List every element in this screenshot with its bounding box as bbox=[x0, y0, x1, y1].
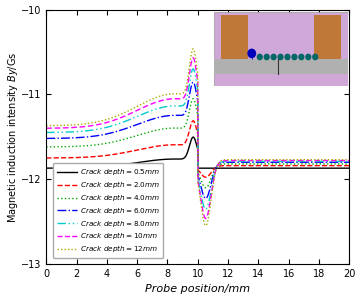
X-axis label: Probe position/mm: Probe position/mm bbox=[145, 284, 250, 294]
Legend: $Crack\ depth=0.5mm$, $Crack\ depth=2.0mm$, $Crack\ depth=4.0mm$, $Crack\ depth=: $Crack\ depth=0.5mm$, $Crack\ depth=2.0m… bbox=[53, 163, 164, 258]
Y-axis label: Magnetic induction intensity $By$/Gs: Magnetic induction intensity $By$/Gs bbox=[5, 51, 19, 223]
